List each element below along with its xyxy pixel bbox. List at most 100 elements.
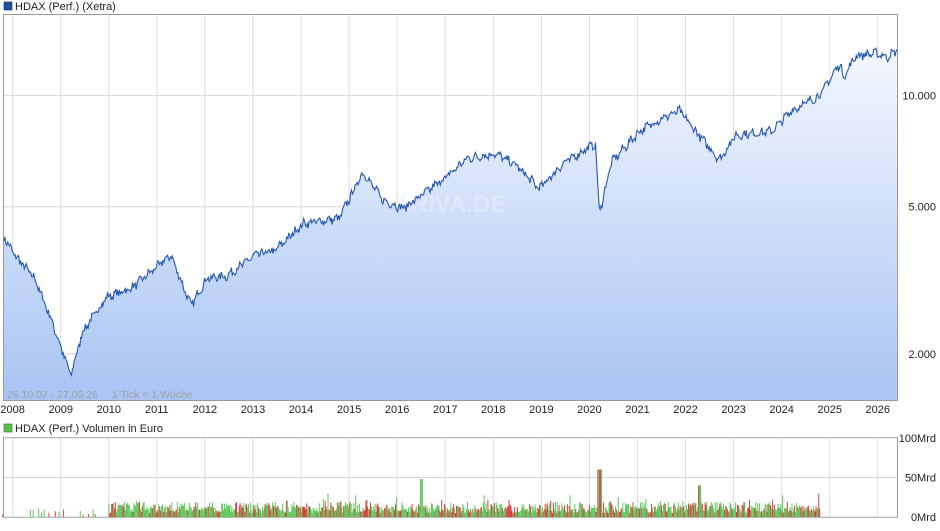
volume-bar <box>254 509 256 517</box>
volume-bar <box>138 501 140 517</box>
volume-bar <box>147 509 149 517</box>
volume-bar <box>442 509 444 517</box>
x-axis: 2008 2009 2010 2011 2012 2013 2014 2015 2016 2017… <box>0 404 890 416</box>
volume-bar <box>633 510 635 517</box>
volume-bar <box>655 511 657 517</box>
volume-bar <box>542 511 544 517</box>
volume-bar <box>248 504 249 517</box>
volume-bar <box>734 507 736 517</box>
volume-bar <box>800 507 802 517</box>
volume-bar <box>335 509 337 517</box>
volume-bar <box>527 509 529 517</box>
volume-bar <box>162 504 163 517</box>
volume-bar <box>541 507 543 517</box>
volume-bar <box>293 502 295 517</box>
volume-bar <box>493 503 495 517</box>
volume-bar <box>485 503 487 517</box>
volume-bar <box>782 495 784 517</box>
volume-bar <box>616 512 618 517</box>
volume-bar <box>550 500 552 517</box>
volume-bar <box>598 469 600 517</box>
volume-bar <box>368 509 370 517</box>
volume-bar <box>729 502 731 517</box>
volume-bar <box>705 504 707 517</box>
volume-bar <box>437 505 439 517</box>
volume-bar <box>724 506 726 517</box>
volume-bar <box>735 502 737 517</box>
volume-bar <box>778 507 780 517</box>
volume-bar <box>677 502 679 517</box>
volume-bar <box>675 511 677 517</box>
volume-bar <box>272 502 273 517</box>
volume-bar <box>264 504 266 517</box>
volume-bar <box>748 507 749 517</box>
volume-bar <box>785 508 787 517</box>
volume-bar <box>686 505 688 517</box>
volume-bar <box>172 510 174 517</box>
volume-bar <box>183 505 185 517</box>
volume-bar <box>710 506 712 517</box>
volume-bar <box>427 507 429 517</box>
volume-bar <box>373 509 375 517</box>
volume-bar <box>728 512 730 517</box>
volume-bar <box>798 505 800 517</box>
volume-bar <box>736 512 737 517</box>
volume-bar <box>168 509 170 517</box>
volume-bar <box>164 505 166 517</box>
volume-bar <box>149 513 151 517</box>
volume-bar <box>267 504 269 517</box>
volume-bar <box>201 508 203 517</box>
volume-bar <box>227 505 229 517</box>
volume-bar <box>88 514 90 517</box>
volume-bar <box>171 502 173 517</box>
volume-bar <box>319 503 321 517</box>
volume-bar <box>808 505 810 517</box>
volume-bar <box>627 504 629 517</box>
volume-bar <box>413 511 415 517</box>
volume-bar <box>615 509 617 517</box>
volume-bar <box>310 510 312 517</box>
volume-bar <box>355 495 357 517</box>
volume-bar <box>773 509 774 517</box>
volume-bar <box>784 508 786 517</box>
volume-bar <box>566 504 568 517</box>
volume-bar <box>470 511 472 517</box>
volume-bar <box>281 509 283 517</box>
volume-bar <box>804 509 806 517</box>
volume-bar <box>634 506 636 517</box>
volume-bar <box>559 511 561 517</box>
volume-bar <box>739 510 741 517</box>
volume-bar <box>490 504 492 517</box>
volume-bar <box>371 510 373 517</box>
volume-bar <box>583 508 585 517</box>
volume-bar <box>481 511 483 517</box>
volume-bar <box>224 504 225 517</box>
x-tick-label: 2019 <box>529 404 553 416</box>
volume-bar <box>660 500 662 517</box>
volume-bar <box>483 495 485 517</box>
x-tick-label: 2023 <box>721 404 745 416</box>
volume-bar <box>512 512 514 517</box>
volume-bar <box>767 504 769 517</box>
volume-bar <box>726 509 728 517</box>
volume-bar <box>144 510 146 517</box>
volume-bar <box>210 507 212 517</box>
volume-bar <box>546 503 548 517</box>
volume-bar <box>457 506 459 517</box>
volume-bar <box>391 506 393 517</box>
volume-bar <box>344 506 346 517</box>
volume-bar <box>115 511 117 517</box>
volume-bar <box>545 509 547 517</box>
volume-bar <box>628 512 630 517</box>
volume-bar <box>343 506 345 517</box>
volume-bar <box>626 505 627 517</box>
volume-bar <box>205 507 207 517</box>
volume-bar <box>654 506 656 517</box>
volume-bar <box>356 512 358 517</box>
volume-bar <box>398 511 400 517</box>
volume-bar <box>349 501 351 517</box>
volume-bar <box>569 495 571 517</box>
volume-bar <box>388 508 390 517</box>
volume-bar <box>142 503 144 517</box>
volume-bar <box>116 509 118 517</box>
